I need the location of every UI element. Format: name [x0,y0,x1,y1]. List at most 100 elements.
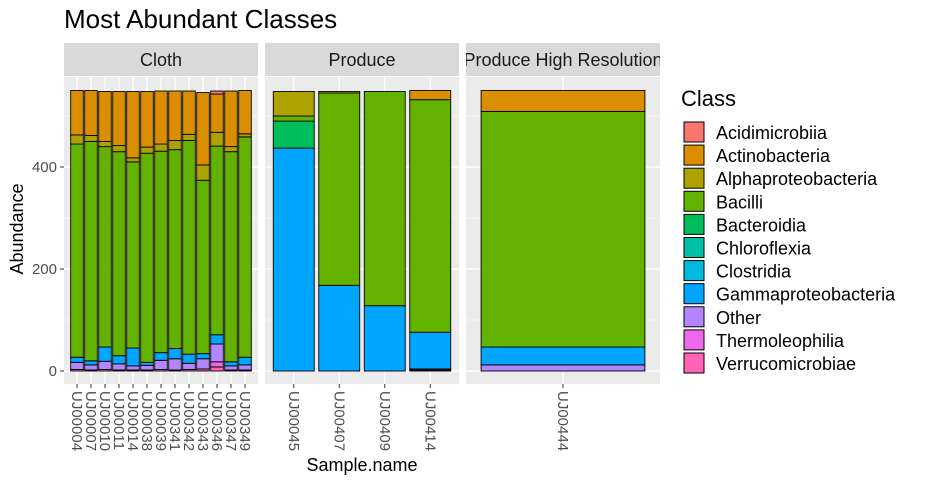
bar-segment-gammaproteobacteria [318,284,361,372]
bar-uj00409 [363,91,406,372]
bar-segment-bacilli [210,145,224,336]
bar-segment-actinobacteria [168,90,182,141]
bar-segment-alphaproteobacteria [168,140,182,151]
y-axis: 0 200 400 [32,159,64,380]
bar-segment-other [70,361,84,370]
bar-segment-alphaproteobacteria [98,141,112,148]
x-tick-label: UJ00045 [285,391,302,451]
bar-uj00414 [409,90,452,372]
bar-segment-alphaproteobacteria [126,157,140,163]
bar-segment-gammaproteobacteria [182,353,196,364]
bar-segment-actinobacteria [70,90,84,136]
bar-uj00343 [196,92,210,372]
x-tick-label: UJ00343 [194,391,211,451]
bar-segment-actinobacteria [480,90,646,112]
bar-segment-other [112,363,126,371]
bar-uj00444 [480,90,646,372]
bar-segment-gammaproteobacteria [210,334,224,345]
bar-uj00007 [84,90,98,372]
x-tick-label: UJ00038 [138,391,155,451]
bar-uj00039 [154,90,168,372]
legend-swatch [683,260,705,282]
bar-segment-alphaproteobacteria [84,134,98,142]
bar-segment-actinobacteria [112,91,126,147]
legend-label: Chloroflexia [716,239,812,259]
bar-segment-bacilli [480,110,646,348]
bar-segment-other [154,359,168,370]
bar-uj00341 [168,90,182,372]
facet-strip-label: Produce [328,50,395,70]
bar-segment-actinobacteria [98,91,112,142]
legend-swatch [683,167,705,189]
bar-segment-other [238,364,252,371]
bar-segment-acidimicrobiia [210,90,224,95]
legend-item-acidimicrobiia: Acidimicrobiia [683,121,828,143]
x-tick-label: UJ00409 [376,391,393,451]
facet-strip [466,43,660,76]
bar-segment-bacilli [318,92,361,286]
bar-segment-gammaproteobacteria [224,361,238,367]
bar-segment-alphaproteobacteria [272,91,315,117]
bar-segment-alphaproteobacteria [238,133,252,138]
x-tick-label: UJ00039 [152,391,169,451]
bar-segment-bacilli [112,151,126,357]
legend-swatch [683,213,705,235]
bar-segment-bacilli [363,91,406,307]
bar-segment-actinobacteria [210,93,224,133]
bar-segment-thermoleophilia [210,361,224,368]
y-axis-title: Abundance [7,183,27,274]
bar-uj00011 [112,91,126,372]
bar-uj00014 [126,91,140,372]
bar-segment-actinobacteria [196,92,210,166]
facet-strip [265,43,459,76]
bar-segment-bacilli [238,136,252,358]
legend-swatch [683,237,705,258]
legend-label: Alphaproteobacteria [716,169,878,189]
facet-panel-produce: Produce UJ00045 UJ00407 UJ00409 UJ00414 [265,43,459,451]
bar-segment-bacilli [196,179,210,355]
legend-swatch [683,306,705,328]
bar-segment-actinobacteria [409,90,452,101]
legend-label: Acidimicrobiia [716,123,828,143]
bar-segment-gammaproteobacteria [154,352,168,361]
bar-segment-verrucomicrobiae [210,366,224,372]
bar-segment-bacilli [182,140,196,355]
bar-segment-gammaproteobacteria [480,346,646,366]
x-tick-label: UJ00007 [82,391,99,451]
legend-label: Bacilli [716,192,763,212]
legend-label: Verrucomicrobiae [716,354,856,374]
bar-segment-bacteroidia [272,120,315,149]
bar-uj00038 [140,91,154,372]
legend: Class Acidimicrobiia Actinobacteria Alphap… [681,86,896,374]
x-tick-label: UJ00347 [222,391,239,451]
bar-segment-actinobacteria [224,90,238,148]
facet-strip-label: Cloth [140,50,182,70]
facet-panel-produce-high-resolution: Produce High Resolution UJ00444 [463,43,662,451]
legend-swatch [683,121,705,143]
bar-segment-actinobacteria [182,90,196,135]
legend-item-gammaproteobacteria: Gammaproteobacteria [683,283,896,305]
legend-label: Clostridia [716,262,792,282]
bar-segment-bacilli [154,150,168,354]
legend-item-clostridia: Clostridia [683,260,792,282]
bar-segment-gammaproteobacteria [98,346,112,362]
legend-title: Class [681,86,736,111]
x-tick-label: UJ00414 [421,391,438,451]
bar-segment-bacilli [98,146,112,348]
facet-strip-label: Produce High Resolution [463,50,662,70]
y-tick-label: 0 [49,363,57,380]
bar-segment-actinobacteria [140,91,154,148]
x-tick-label: UJ00349 [236,391,253,451]
facet-strip [64,43,258,76]
bar-segment-gammaproteobacteria [196,353,210,360]
bar-uj00010 [98,91,112,372]
legend-swatch [683,190,705,212]
legend-item-thermoleophilia: Thermoleophilia [683,329,845,351]
bar-uj00349 [238,90,252,372]
legend-item-actinobacteria: Actinobacteria [683,144,831,166]
bar-segment-alphaproteobacteria [140,146,154,154]
bar-segment-other [140,364,154,371]
bar-segment-bacilli [224,151,238,363]
bar-segment-actinobacteria [154,90,168,145]
legend-swatch [683,144,705,166]
